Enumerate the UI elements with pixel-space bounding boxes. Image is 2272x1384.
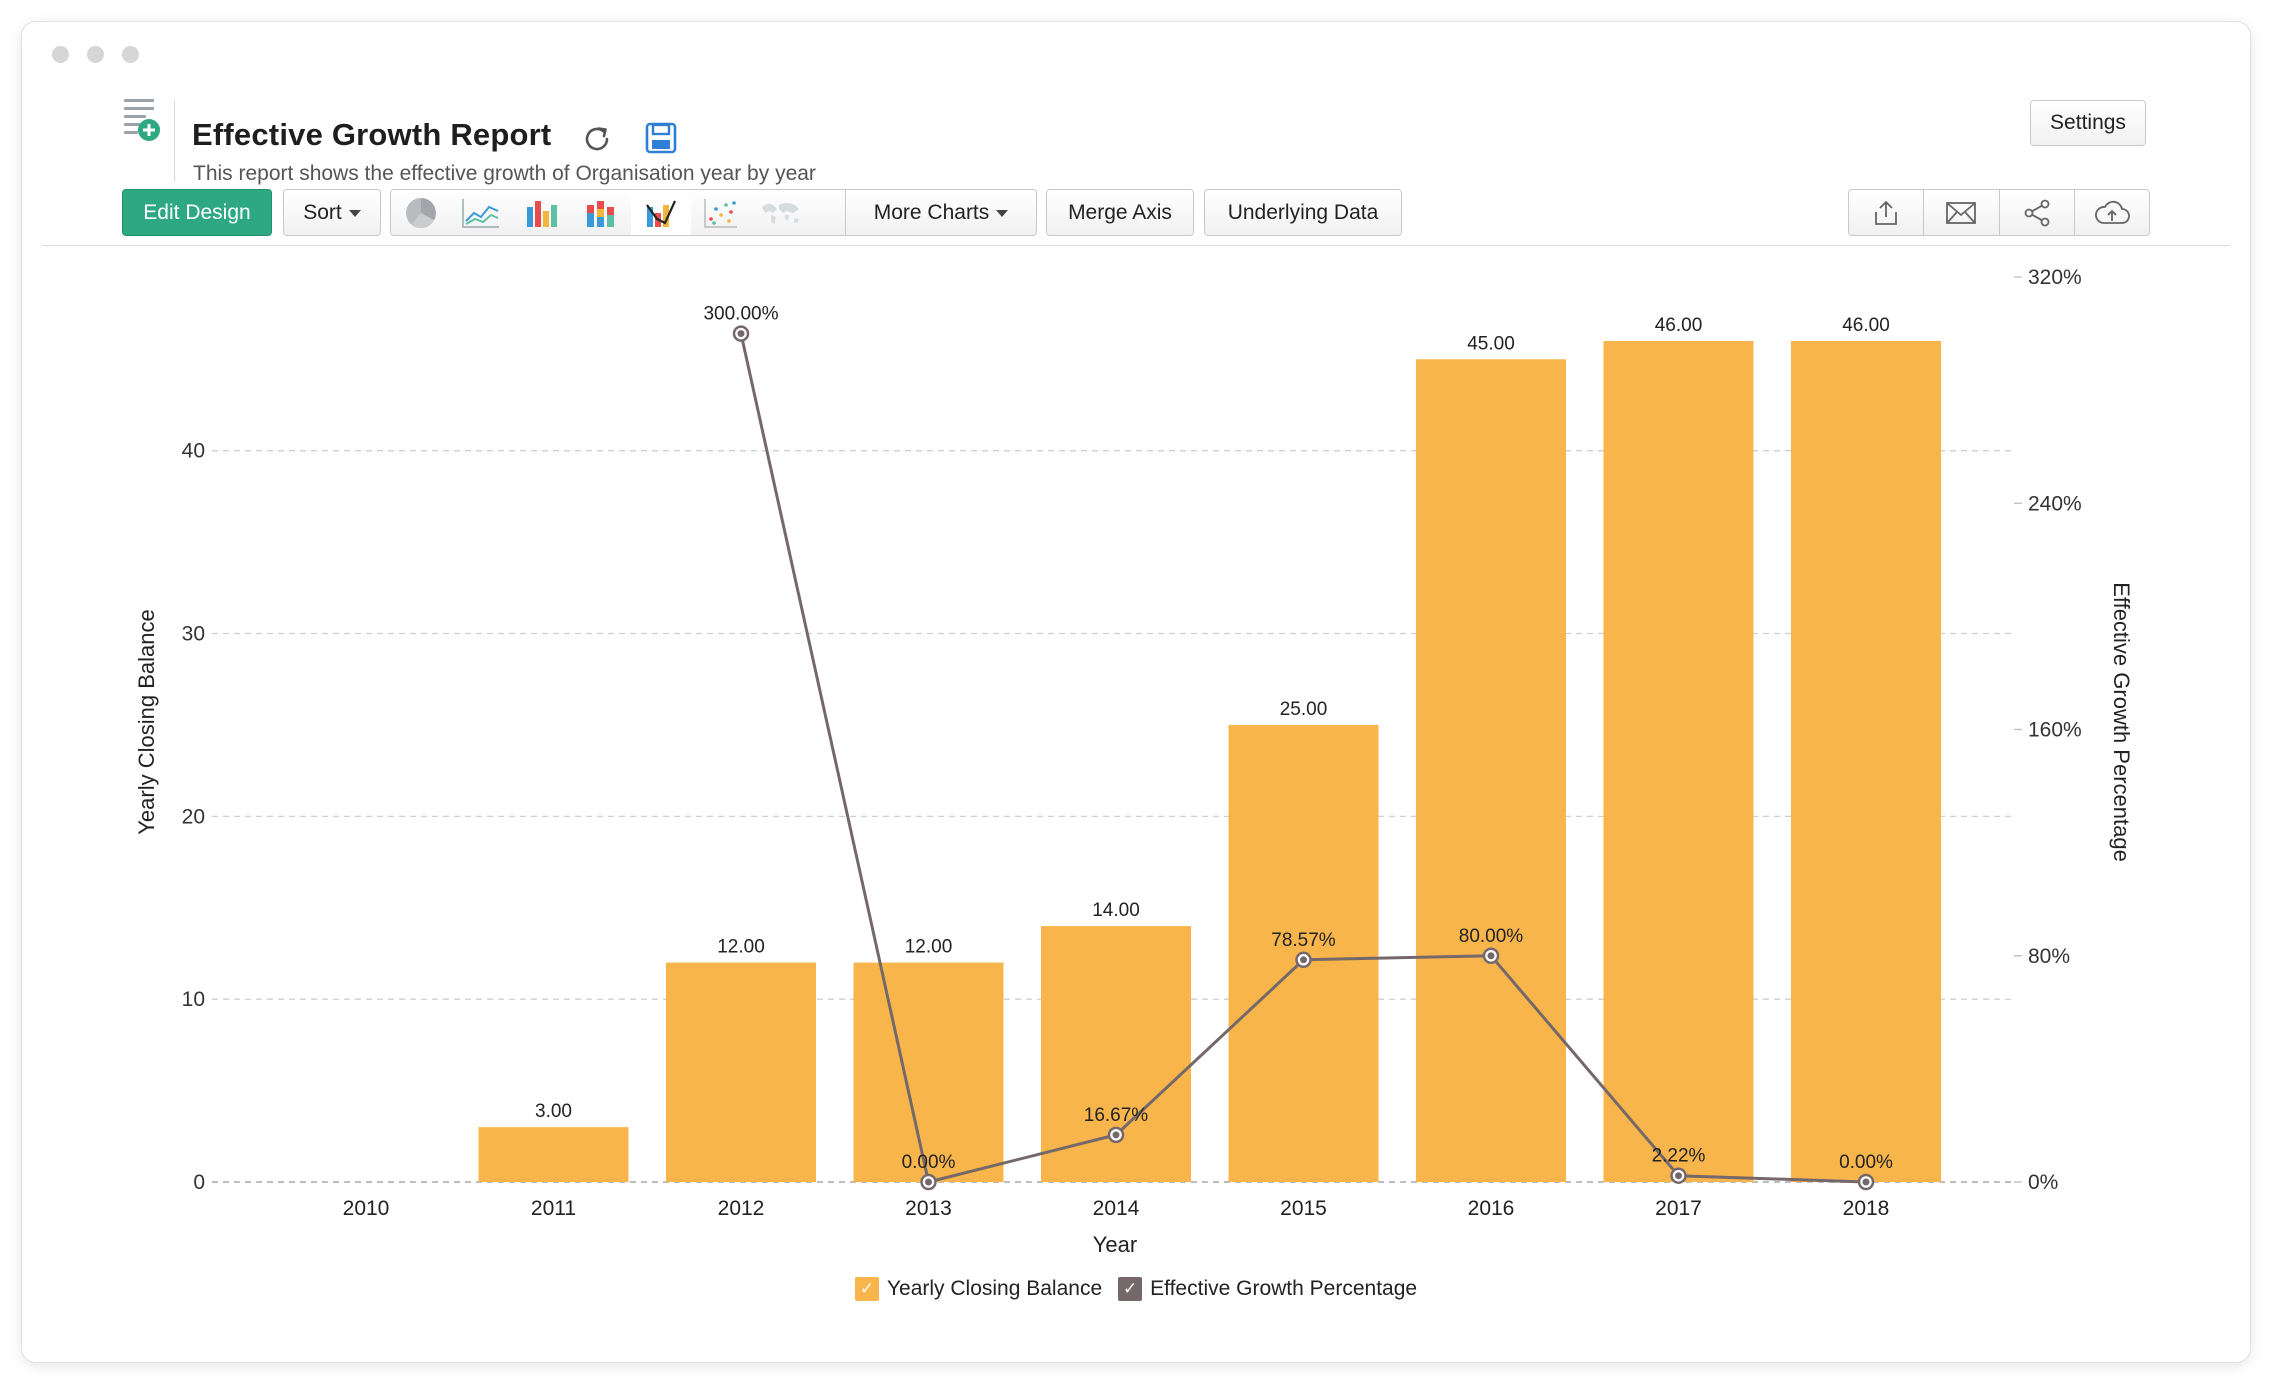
chart-legend: ✓ Yearly Closing Balance ✓ Effective Gro… bbox=[22, 1277, 2250, 1301]
line-point-core bbox=[1487, 952, 1495, 960]
email-icon[interactable] bbox=[1923, 190, 1998, 235]
bar bbox=[666, 962, 816, 1182]
y-tick-label: 40 bbox=[182, 440, 205, 463]
cloud-upload-icon[interactable] bbox=[2073, 190, 2149, 235]
toolbar-divider bbox=[42, 245, 2230, 246]
y2-tick-label: 240% bbox=[2028, 492, 2082, 515]
bar-data-label: 25.00 bbox=[1280, 699, 1328, 720]
pie-chart-icon[interactable] bbox=[391, 190, 451, 235]
y2-tick-label: 80% bbox=[2028, 945, 2070, 968]
y-tick-label: 20 bbox=[182, 805, 205, 828]
bar bbox=[1603, 340, 1754, 1183]
y-axis-title: Yearly Closing Balance bbox=[134, 609, 159, 834]
line-series bbox=[732, 325, 1875, 1191]
y2-tick-label: 160% bbox=[2028, 719, 2082, 742]
bar bbox=[853, 962, 1004, 1182]
close-dot[interactable] bbox=[52, 46, 69, 63]
x-tick-label: 2017 bbox=[1655, 1197, 1702, 1220]
underlying-data-button[interactable]: Underlying Data bbox=[1204, 189, 1402, 236]
check-icon: ✓ bbox=[1118, 1277, 1143, 1301]
stacked-bar-chart-icon[interactable] bbox=[571, 190, 631, 235]
legend-item-bar[interactable]: ✓ Yearly Closing Balance bbox=[854, 1277, 1103, 1301]
bar-data-label: 45.00 bbox=[1467, 333, 1515, 354]
page-title: Effective Growth Report bbox=[192, 117, 552, 152]
sort-label: Sort bbox=[303, 200, 342, 224]
share-actions-group bbox=[1848, 189, 2150, 236]
axes: 0 10 20 30 40 0% 80% 160% 240% 320% 2010 2011 2012 20… bbox=[134, 266, 2134, 1257]
save-icon[interactable] bbox=[644, 121, 678, 155]
line-data-label: 300.00% bbox=[703, 304, 778, 325]
line-data-label: 2.22% bbox=[1652, 1146, 1706, 1167]
bar-data-label: 3.00 bbox=[535, 1101, 572, 1122]
combination-chart: 3.00 12.00 12.00 14.00 25.00 45.00 46.00 46.00 3… bbox=[134, 266, 2134, 1257]
share-icon[interactable] bbox=[1998, 190, 2074, 235]
line-point-core bbox=[1112, 1131, 1120, 1139]
map-chart-icon[interactable] bbox=[751, 190, 811, 235]
legend-item-line[interactable]: ✓ Effective Growth Percentage bbox=[1118, 1277, 1417, 1301]
header-divider bbox=[174, 100, 175, 182]
line-data-label: 80.00% bbox=[1459, 926, 1524, 947]
bar-data-label: 46.00 bbox=[1655, 315, 1703, 336]
legend-label-line: Effective Growth Percentage bbox=[1150, 1277, 1418, 1300]
line-point-core bbox=[925, 1178, 932, 1186]
line-data-label: 16.67% bbox=[1084, 1105, 1149, 1126]
check-icon: ✓ bbox=[854, 1277, 879, 1301]
x-tick-label: 2014 bbox=[1093, 1197, 1140, 1220]
more-charts-label: More Charts bbox=[873, 200, 990, 224]
export-icon[interactable] bbox=[1849, 190, 1923, 235]
x-axis-title: Year bbox=[1093, 1232, 1137, 1257]
bar-chart-icon[interactable] bbox=[511, 190, 571, 235]
x-tick-label: 2018 bbox=[1843, 1197, 1890, 1220]
x-tick-label: 2010 bbox=[343, 1197, 390, 1220]
line-chart-icon[interactable] bbox=[451, 190, 511, 235]
chart-type-group: More Charts bbox=[390, 189, 1037, 236]
data-labels: 3.00 12.00 12.00 14.00 25.00 45.00 46.00 46.00 3… bbox=[535, 304, 1893, 1173]
x-tick-label: 2012 bbox=[718, 1197, 765, 1220]
line-point-core bbox=[737, 330, 745, 338]
y-tick-label: 0 bbox=[193, 1171, 205, 1194]
chevron-down-icon bbox=[996, 210, 1009, 217]
line-point-core bbox=[1675, 1172, 1682, 1180]
line-data-label: 78.57% bbox=[1271, 930, 1336, 951]
chevron-down-icon bbox=[348, 210, 361, 217]
bar bbox=[1416, 359, 1566, 1183]
scatter-chart-icon[interactable] bbox=[691, 190, 751, 235]
bar bbox=[478, 1127, 629, 1182]
line-data-label: 0.00% bbox=[1839, 1152, 1893, 1173]
y-tick-label: 10 bbox=[182, 988, 205, 1011]
x-tick-label: 2011 bbox=[531, 1197, 576, 1220]
minimize-dot[interactable] bbox=[87, 46, 104, 63]
line-data-label: 0.00% bbox=[902, 1152, 956, 1173]
bar-data-label: 12.00 bbox=[905, 937, 953, 958]
report-window: Effective Growth Report This report show… bbox=[22, 22, 2250, 1362]
x-tick-label: 2013 bbox=[905, 1197, 952, 1220]
x-tick-label: 2016 bbox=[1468, 1197, 1515, 1220]
window-controls bbox=[52, 46, 139, 63]
combination-chart-icon[interactable] bbox=[631, 190, 691, 235]
bar-data-label: 14.00 bbox=[1092, 900, 1140, 921]
legend-label-bar: Yearly Closing Balance bbox=[886, 1277, 1103, 1300]
y2-tick-label: 0% bbox=[2028, 1171, 2058, 1194]
y2-axis-title: Effective Growth Percentage bbox=[2109, 582, 2134, 862]
y2-tick-label: 320% bbox=[2028, 266, 2082, 289]
more-charts-dropdown[interactable]: More Charts bbox=[845, 190, 1036, 235]
bar bbox=[1041, 926, 1191, 1182]
sort-dropdown[interactable]: Sort bbox=[283, 189, 381, 236]
line-point-core bbox=[1300, 956, 1307, 964]
maximize-dot[interactable] bbox=[122, 46, 139, 63]
x-tick-label: 2015 bbox=[1280, 1197, 1327, 1220]
page-subtitle: This report shows the effective growth o… bbox=[193, 162, 816, 185]
bar-series bbox=[478, 340, 1941, 1183]
bar bbox=[1791, 340, 1941, 1183]
refresh-icon[interactable] bbox=[580, 122, 614, 156]
settings-button[interactable]: Settings bbox=[2030, 100, 2146, 146]
report-add-icon bbox=[122, 97, 162, 143]
y-tick-label: 30 bbox=[182, 623, 205, 646]
bar-data-label: 46.00 bbox=[1842, 315, 1890, 336]
edit-design-button[interactable]: Edit Design bbox=[122, 189, 272, 236]
bar-data-label: 12.00 bbox=[717, 937, 765, 958]
merge-axis-button[interactable]: Merge Axis bbox=[1046, 189, 1194, 236]
line-point-core bbox=[1862, 1178, 1870, 1186]
